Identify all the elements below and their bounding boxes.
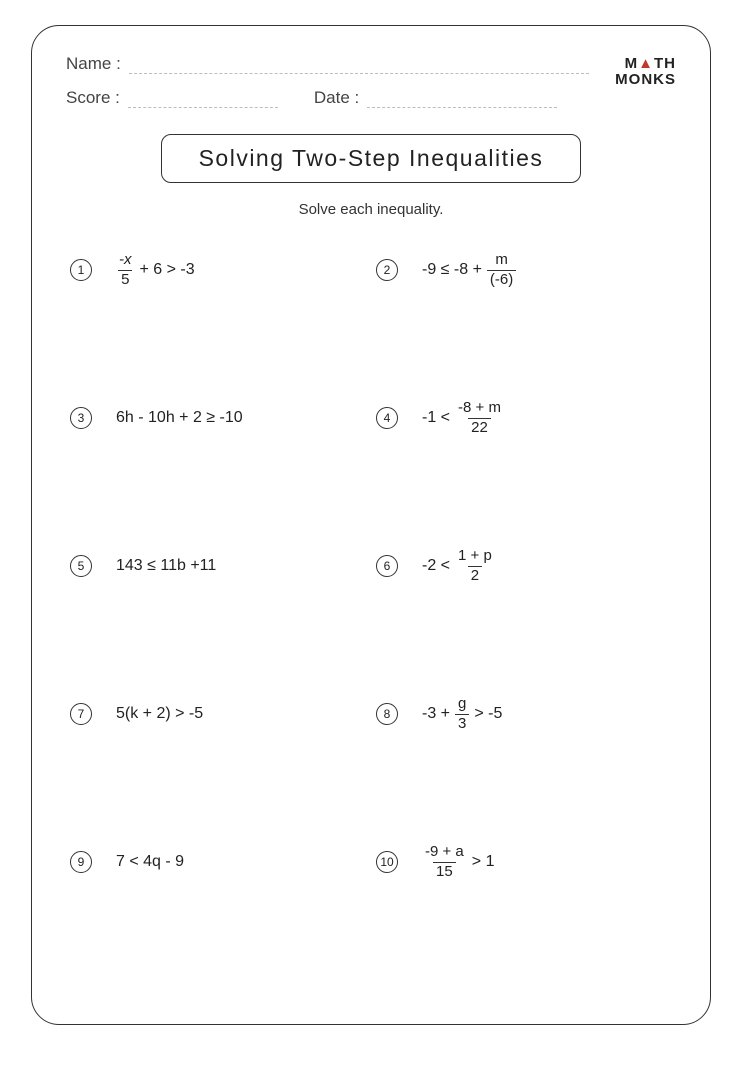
- name-label: Name :: [66, 54, 121, 74]
- expression-text: -1 <: [422, 410, 450, 426]
- problem-expression: 5(k + 2) > -5: [116, 706, 203, 722]
- expression-text: -9 ≤ -8 +: [422, 262, 482, 278]
- fraction-numerator: m: [492, 252, 511, 270]
- expression-text: > -5: [474, 706, 502, 722]
- problem-item: 7 5(k + 2) > -5: [70, 696, 366, 732]
- problem-number-badge: 4: [376, 407, 398, 429]
- problem-expression: -1 < -8 + m22: [422, 400, 504, 436]
- problem-item: 2 -9 ≤ -8 + m(-6): [376, 252, 672, 288]
- problem-expression: 143 ≤ 11b +11: [116, 558, 216, 574]
- problem-number-badge: 2: [376, 259, 398, 281]
- expression-text: -2 <: [422, 558, 450, 574]
- logo-line2: MONKS: [615, 72, 676, 88]
- fraction-denominator: (-6): [487, 270, 516, 289]
- problem-number-badge: 9: [70, 851, 92, 873]
- problem-expression: -9 + a15 > 1: [422, 844, 494, 880]
- fraction: m(-6): [487, 252, 516, 288]
- problem-number-badge: 1: [70, 259, 92, 281]
- fraction-denominator: 5: [118, 270, 132, 289]
- problem-expression: -9 ≤ -8 + m(-6): [422, 252, 516, 288]
- fraction: -x5: [116, 252, 135, 288]
- score-input-line[interactable]: [128, 94, 278, 108]
- problem-expression: 6h - 10h + 2 ≥ -10: [116, 410, 243, 426]
- fraction-denominator: 2: [468, 566, 482, 585]
- expression-text: 143 ≤ 11b +11: [116, 558, 216, 574]
- worksheet-title-box: Solving Two-Step Inequalities: [161, 134, 581, 183]
- fraction-denominator: 22: [468, 418, 491, 437]
- problem-number-badge: 10: [376, 851, 398, 873]
- fraction: -8 + m22: [455, 400, 504, 436]
- fraction: 1 + p2: [455, 548, 495, 584]
- fraction-denominator: 15: [433, 862, 456, 881]
- logo-line1: M▲TH: [615, 56, 676, 72]
- problem-item: 10 -9 + a15 > 1: [376, 844, 672, 880]
- worksheet-page: M▲TH MONKS Name : Score : Date : Solving…: [31, 25, 711, 1025]
- fraction-numerator: -x: [116, 252, 135, 270]
- problem-item: 9 7 < 4q - 9: [70, 844, 366, 880]
- expression-text: 5(k + 2) > -5: [116, 706, 203, 722]
- problem-number-badge: 3: [70, 407, 92, 429]
- problem-expression: -2 < 1 + p2: [422, 548, 495, 584]
- name-input-line[interactable]: [129, 60, 589, 74]
- date-input-line[interactable]: [367, 94, 557, 108]
- fraction-numerator: 1 + p: [455, 548, 495, 566]
- fraction-numerator: -9 + a: [422, 844, 467, 862]
- problem-item: 8 -3 + g3 > -5: [376, 696, 672, 732]
- logo-text: M: [625, 55, 639, 72]
- logo-triangle-icon: ▲: [638, 55, 654, 72]
- expression-text: -3 +: [422, 706, 450, 722]
- date-label: Date :: [314, 88, 359, 108]
- problem-number-badge: 5: [70, 555, 92, 577]
- logo-text: TH: [654, 55, 676, 72]
- fraction-numerator: g: [455, 696, 469, 714]
- problem-number-badge: 6: [376, 555, 398, 577]
- problem-item: 3 6h - 10h + 2 ≥ -10: [70, 400, 366, 436]
- expression-text: + 6 > -3: [140, 262, 195, 278]
- score-date-row: Score : Date :: [66, 88, 676, 108]
- problem-number-badge: 8: [376, 703, 398, 725]
- problems-grid: 1-x5+ 6 > -32-9 ≤ -8 +m(-6)36h - 10h + 2…: [66, 252, 676, 880]
- expression-text: > 1: [472, 854, 495, 870]
- worksheet-title: Solving Two-Step Inequalities: [199, 145, 544, 171]
- expression-text: 6h - 10h + 2 ≥ -10: [116, 410, 243, 426]
- problem-item: 5 143 ≤ 11b +11: [70, 548, 366, 584]
- problem-number-badge: 7: [70, 703, 92, 725]
- fraction: -9 + a15: [422, 844, 467, 880]
- instruction-text: Solve each inequality.: [66, 201, 676, 218]
- header-fields: Name : Score : Date :: [66, 54, 676, 108]
- name-row: Name :: [66, 54, 676, 74]
- problem-item: 6 -2 < 1 + p2: [376, 548, 672, 584]
- fraction: g3: [455, 696, 469, 732]
- problem-item: 4 -1 < -8 + m22: [376, 400, 672, 436]
- brand-logo: M▲TH MONKS: [615, 56, 676, 88]
- problem-item: 1 -x5 + 6 > -3: [70, 252, 366, 288]
- fraction-denominator: 3: [455, 714, 469, 733]
- problem-expression: -x5 + 6 > -3: [116, 252, 195, 288]
- expression-text: 7 < 4q - 9: [116, 854, 184, 870]
- problem-expression: 7 < 4q - 9: [116, 854, 184, 870]
- score-label: Score :: [66, 88, 120, 108]
- fraction-numerator: -8 + m: [455, 400, 504, 418]
- problem-expression: -3 + g3 > -5: [422, 696, 502, 732]
